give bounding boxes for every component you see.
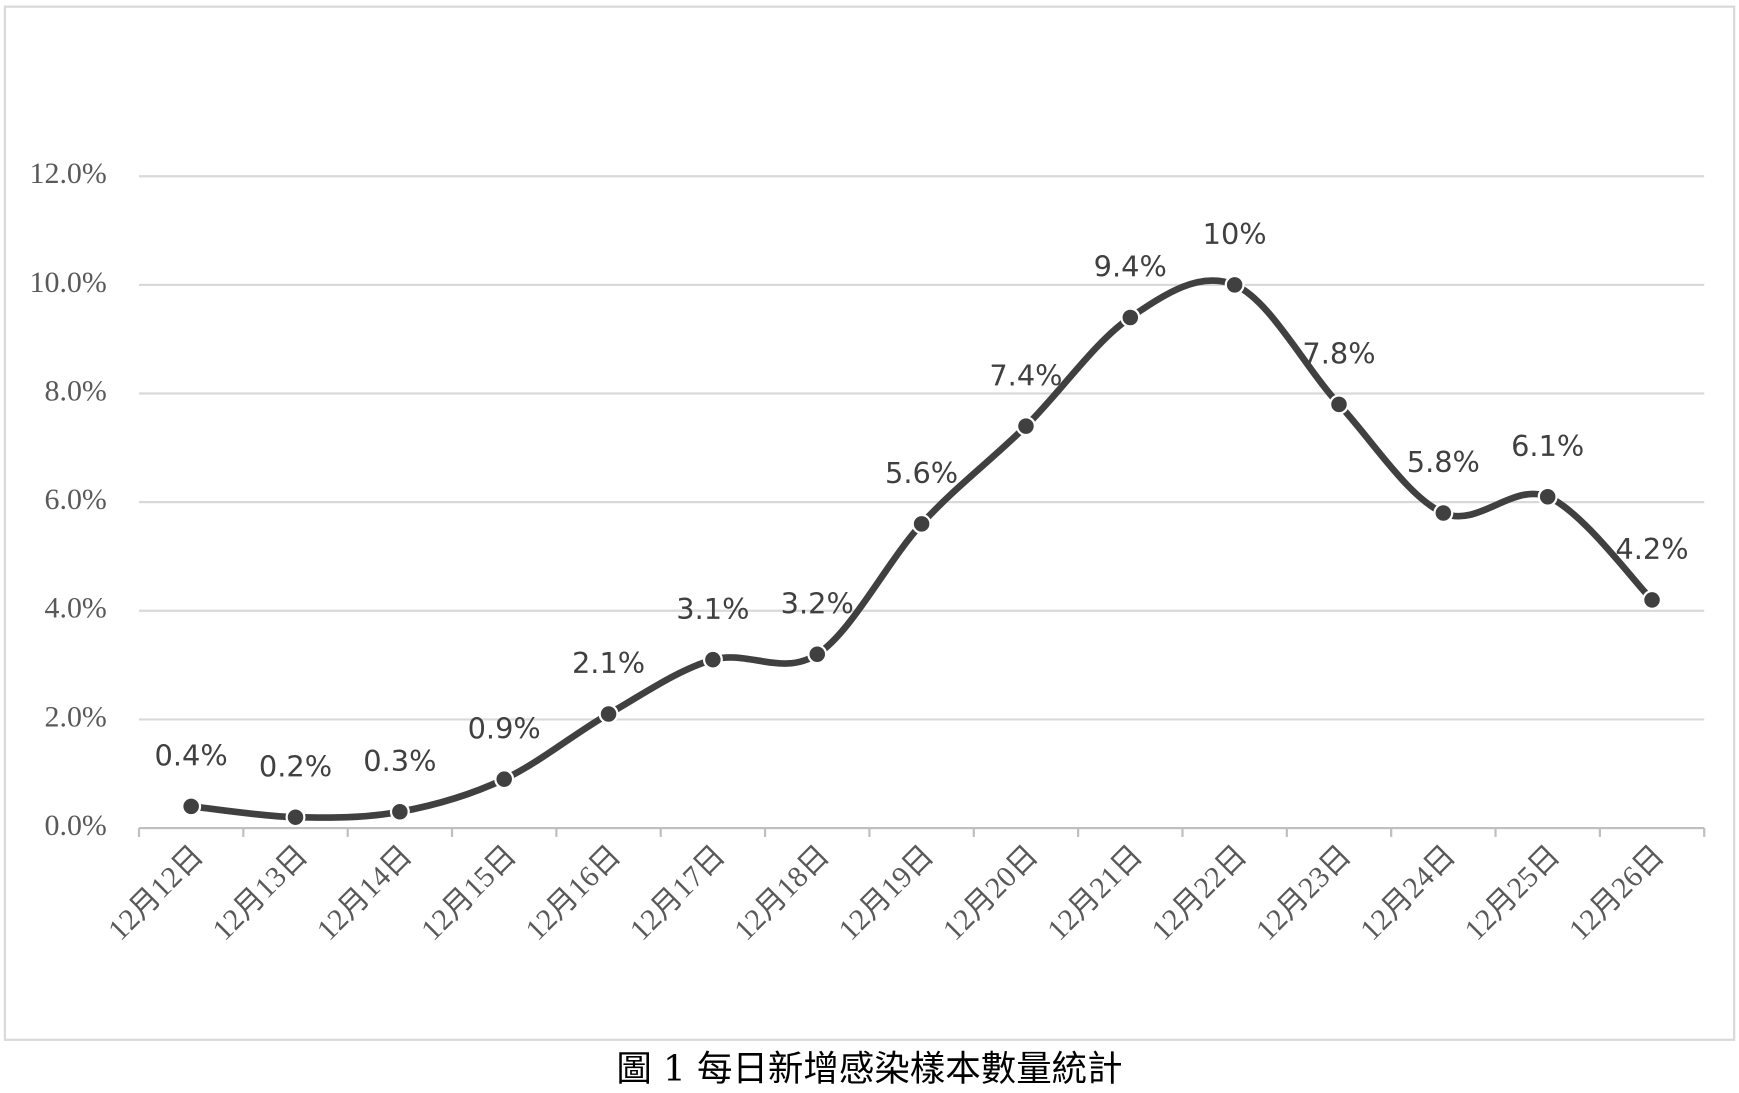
data-label: 0.9% [468, 711, 541, 745]
chart-title: 圖 1 每日新增感染樣本數量統計 [616, 1048, 1122, 1089]
data-label: 0.4% [155, 739, 228, 773]
marker [285, 807, 306, 828]
data-label: 5.6% [885, 456, 958, 490]
data-label: 2.1% [572, 646, 645, 680]
marker [598, 704, 619, 724]
y-tick-label: 2.0% [45, 700, 107, 733]
data-label: 0.3% [363, 744, 436, 778]
y-tick-label: 12.0% [30, 157, 107, 190]
data-label: 10% [1203, 217, 1267, 251]
marker [494, 769, 515, 790]
marker [1642, 589, 1663, 610]
data-label: 4.2% [1615, 532, 1688, 566]
line [187, 277, 1656, 821]
data-label: 6.1% [1511, 429, 1584, 463]
data-label: 7.8% [1302, 337, 1375, 371]
marker [181, 796, 202, 817]
y-tick-label: 8.0% [45, 374, 107, 407]
y-tick-label: 4.0% [45, 592, 107, 625]
data-label: 0.2% [259, 749, 332, 783]
marker [1329, 394, 1349, 415]
data-label: 3.2% [781, 586, 854, 620]
marker [1433, 503, 1454, 523]
data-label: 7.4% [989, 358, 1062, 392]
marker [1537, 486, 1558, 507]
marker [1224, 274, 1245, 295]
y-tick-label: 0.0% [45, 809, 107, 842]
y-tick-label: 6.0% [45, 483, 107, 516]
marker [702, 649, 723, 670]
y-tick-label: 10.0% [30, 266, 107, 299]
marker [1015, 416, 1036, 437]
marker [1120, 307, 1141, 328]
data-label: 9.4% [1094, 250, 1167, 284]
chart-border [3, 5, 1736, 1041]
marker [807, 644, 828, 665]
data-label: 5.8% [1407, 445, 1480, 479]
marker [911, 513, 932, 534]
marker [389, 801, 410, 822]
data-label: 3.1% [676, 592, 749, 626]
